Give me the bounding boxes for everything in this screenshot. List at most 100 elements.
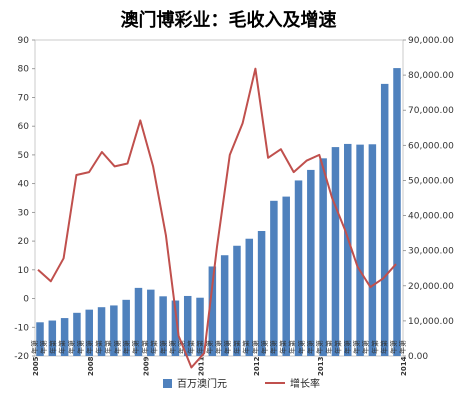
bar bbox=[110, 305, 118, 356]
left-tick-label: 70 bbox=[18, 93, 30, 103]
left-tick-label: 40 bbox=[18, 180, 30, 190]
bar bbox=[270, 200, 278, 356]
left-tick-label: 10 bbox=[18, 266, 30, 276]
right-tick-label: 70,000.00 bbox=[408, 106, 454, 116]
category-label: 年第 bbox=[104, 340, 113, 354]
bar bbox=[220, 255, 229, 356]
bar bbox=[97, 307, 106, 356]
category-label: 年第 bbox=[352, 340, 361, 354]
category-label: 年第 bbox=[361, 340, 370, 354]
category-label: 年第 bbox=[113, 340, 122, 354]
right-tick-label: 60,000.00 bbox=[408, 141, 454, 151]
bar bbox=[159, 296, 167, 356]
category-label: 年第 bbox=[168, 340, 177, 354]
category-label: 年第 bbox=[177, 340, 186, 354]
bar bbox=[48, 320, 57, 356]
bar bbox=[319, 158, 327, 356]
left-tick-label: 20 bbox=[18, 237, 30, 247]
bar bbox=[147, 289, 155, 356]
year-label: 2013 bbox=[317, 356, 325, 376]
right-tick-label: 90,000.00 bbox=[408, 36, 454, 46]
bar bbox=[356, 144, 364, 356]
category-label: 年第 bbox=[389, 340, 398, 354]
bar bbox=[196, 297, 204, 356]
bar bbox=[393, 68, 401, 356]
category-label: 年第 bbox=[48, 340, 57, 354]
category-label: 年第 bbox=[94, 340, 103, 354]
bar bbox=[307, 169, 315, 356]
bar bbox=[282, 196, 290, 356]
bar bbox=[368, 144, 377, 356]
category-label: 年第 bbox=[186, 340, 195, 354]
bar bbox=[294, 180, 303, 356]
category-label: 年第 bbox=[205, 340, 214, 354]
category-label: 年第 bbox=[76, 340, 85, 354]
category-label: 年第 bbox=[297, 340, 306, 354]
category-label: 年第 bbox=[58, 340, 67, 354]
year-label: 2011 bbox=[198, 356, 206, 376]
right-tick-label: 50,000.00 bbox=[408, 176, 454, 186]
category-label: 年第 bbox=[85, 340, 94, 354]
left-tick-label: 80 bbox=[18, 65, 30, 75]
year-label: 2014 bbox=[400, 356, 408, 376]
right-tick-label: 0.00 bbox=[408, 352, 428, 362]
legend-line-label: 增长率 bbox=[290, 377, 320, 390]
category-label: 年第 bbox=[306, 340, 315, 354]
left-tick-label: 50 bbox=[18, 151, 30, 161]
right-tick-label: 80,000.00 bbox=[408, 71, 454, 81]
category-label: 年第 bbox=[251, 340, 260, 354]
left-tick-label: 0 bbox=[23, 295, 29, 305]
category-label: 年第 bbox=[242, 340, 251, 354]
bar bbox=[85, 309, 93, 356]
category-label: 年第 bbox=[223, 340, 232, 354]
category-label: 年第 bbox=[30, 340, 39, 354]
bar bbox=[134, 287, 143, 356]
category-label: 年第 bbox=[288, 340, 297, 354]
category-label: 年第 bbox=[140, 340, 149, 354]
left-tick-label: 30 bbox=[18, 208, 30, 218]
category-label: 年第 bbox=[343, 340, 352, 354]
year-label: 2005 bbox=[32, 356, 40, 376]
chart-title: 澳门博彩业：毛收入及增速 bbox=[120, 10, 337, 31]
plot-frame bbox=[34, 39, 404, 357]
legend-bar-swatch bbox=[163, 379, 172, 388]
category-label: 年第 bbox=[232, 340, 241, 354]
bar bbox=[60, 318, 69, 356]
bar bbox=[233, 245, 241, 356]
category-label: 年第 bbox=[324, 340, 333, 354]
right-tick-label: 40,000.00 bbox=[408, 212, 454, 222]
category-label: 年第 bbox=[315, 340, 324, 354]
bar bbox=[36, 322, 44, 356]
growth-line bbox=[37, 67, 397, 369]
category-label: 年第 bbox=[67, 340, 76, 354]
right-tick-label: 10,000.00 bbox=[408, 317, 454, 327]
right-tick-label: 20,000.00 bbox=[408, 282, 454, 292]
category-label: 年第 bbox=[278, 340, 287, 354]
bar bbox=[122, 299, 130, 356]
year-label: 2009 bbox=[142, 356, 150, 376]
bar bbox=[171, 300, 180, 356]
category-label: 年第 bbox=[260, 340, 269, 354]
category-label: 年第 bbox=[269, 340, 278, 354]
category-label: 年第 bbox=[150, 340, 159, 354]
bar bbox=[344, 143, 352, 356]
bar bbox=[331, 147, 340, 356]
left-tick-label: 90 bbox=[18, 36, 30, 46]
year-label: 2008 bbox=[87, 356, 95, 376]
bar bbox=[257, 231, 266, 356]
bar bbox=[183, 295, 192, 356]
left-tick-label: -20 bbox=[14, 352, 29, 362]
bar bbox=[245, 238, 254, 356]
category-label: 年第 bbox=[370, 340, 379, 354]
bar bbox=[380, 83, 389, 356]
category-label: 年第 bbox=[131, 340, 140, 354]
legend-bar-label: 百万澳门元 bbox=[177, 377, 227, 390]
category-label: 年第 bbox=[398, 340, 407, 354]
category-label: 年第 bbox=[122, 340, 131, 354]
category-label: 年第 bbox=[196, 340, 205, 354]
category-label: 年第 bbox=[159, 340, 168, 354]
year-label: 2012 bbox=[253, 356, 261, 376]
category-label: 年第 bbox=[214, 340, 223, 354]
bar bbox=[208, 266, 217, 356]
